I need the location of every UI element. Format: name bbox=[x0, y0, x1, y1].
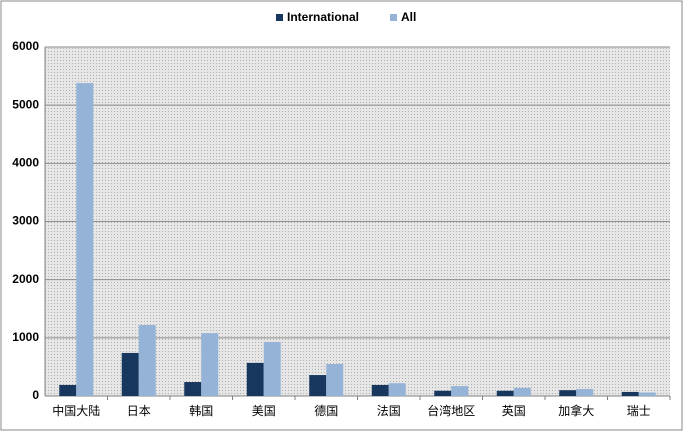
x-tick-label: 加拿大 bbox=[558, 403, 594, 418]
bar bbox=[309, 375, 327, 396]
y-tick-label: 1000 bbox=[12, 330, 39, 344]
x-tick-label: 日本 bbox=[127, 404, 151, 418]
bar bbox=[326, 364, 344, 396]
bar bbox=[76, 83, 94, 397]
bar bbox=[496, 390, 514, 396]
bar bbox=[263, 341, 281, 396]
x-tick-label: 美国 bbox=[252, 404, 276, 418]
legend-swatch bbox=[390, 14, 397, 21]
bar bbox=[59, 384, 77, 396]
x-tick-label: 瑞士 bbox=[627, 404, 651, 418]
x-tick-label: 法国 bbox=[377, 404, 401, 418]
bar bbox=[388, 383, 406, 396]
y-tick-label: 5000 bbox=[12, 97, 39, 111]
bar bbox=[638, 392, 656, 396]
bar bbox=[184, 382, 202, 396]
x-tick-label: 韩国 bbox=[189, 403, 213, 418]
y-tick-label: 0 bbox=[32, 388, 39, 402]
bar bbox=[559, 390, 577, 396]
bar bbox=[201, 333, 219, 396]
y-tick-label: 2000 bbox=[12, 272, 39, 286]
legend-label: International bbox=[287, 10, 359, 24]
bar bbox=[371, 384, 389, 396]
bar bbox=[513, 387, 531, 396]
x-tick-label: 台湾地区 bbox=[427, 403, 475, 418]
y-tick-label: 6000 bbox=[12, 39, 39, 53]
bar bbox=[121, 352, 139, 396]
bar bbox=[621, 391, 639, 396]
bar bbox=[434, 390, 452, 396]
legend-swatch bbox=[276, 14, 283, 21]
x-tick-label: 英国 bbox=[502, 404, 526, 418]
bar bbox=[246, 362, 264, 396]
legend-label: All bbox=[401, 10, 416, 24]
y-tick-label: 3000 bbox=[12, 214, 39, 228]
bar bbox=[138, 325, 156, 396]
x-tick-label: 中国大陆 bbox=[52, 403, 100, 418]
bar bbox=[451, 386, 469, 396]
bar bbox=[576, 389, 594, 396]
y-tick-label: 4000 bbox=[12, 156, 39, 170]
x-tick-label: 德国 bbox=[314, 403, 338, 418]
